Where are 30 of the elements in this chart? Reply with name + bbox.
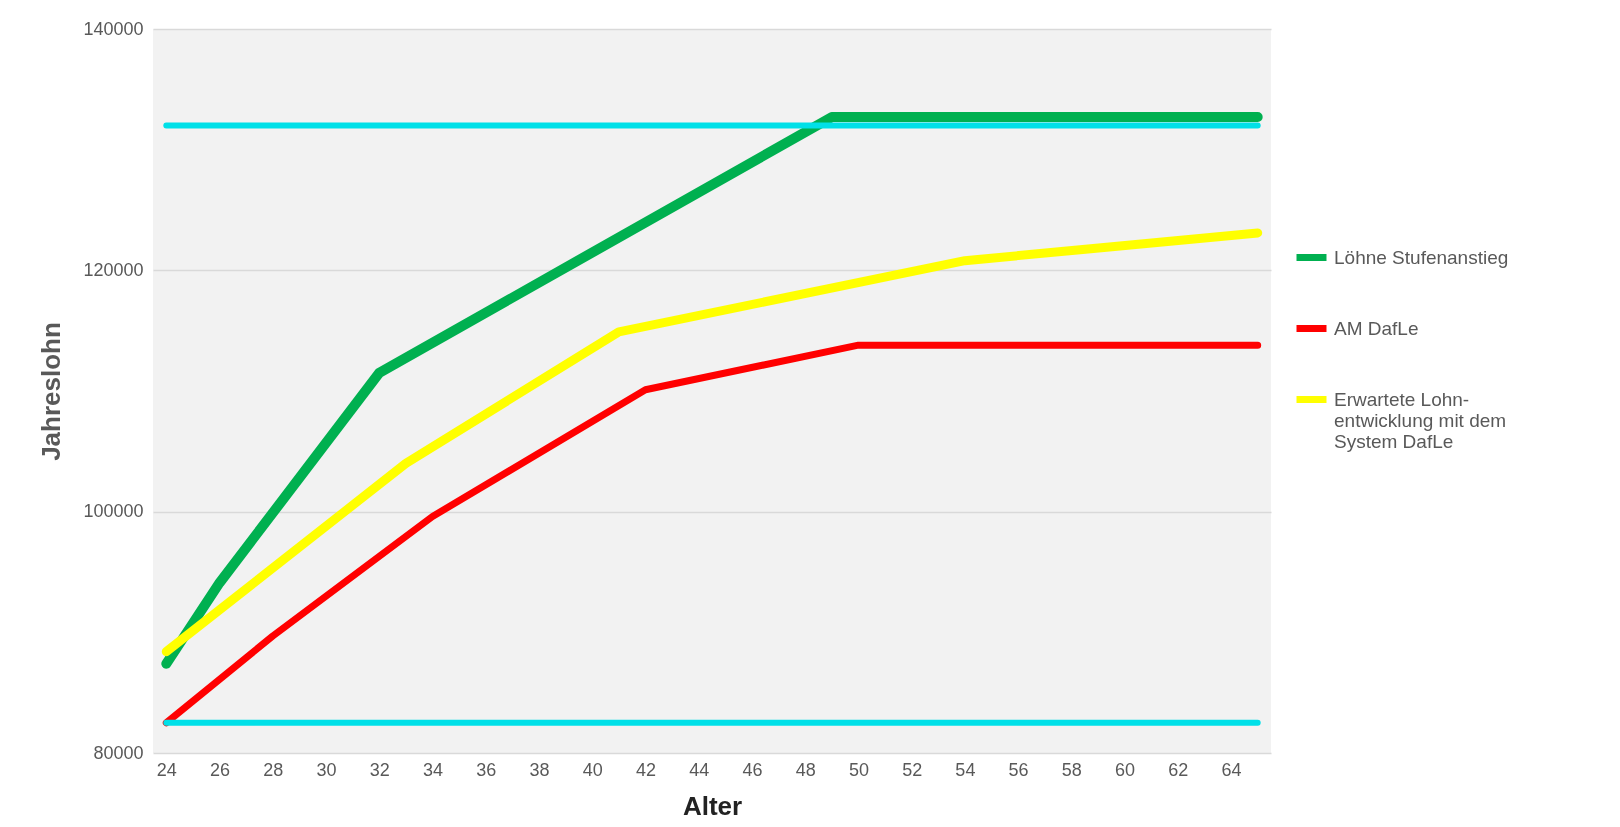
x-tick-label: 32 bbox=[369, 759, 390, 780]
x-tick-label: 48 bbox=[795, 759, 816, 780]
x-tick-label: 28 bbox=[263, 759, 284, 780]
x-tick-label: 54 bbox=[955, 759, 976, 780]
x-tick-label: 50 bbox=[848, 759, 869, 780]
x-tick-label: 42 bbox=[635, 759, 656, 780]
x-axis-title: Alter bbox=[682, 790, 743, 821]
x-tick-label: 30 bbox=[316, 759, 337, 780]
x-tick-label: 40 bbox=[582, 759, 603, 780]
legend-label: Erwartete Lohn-entwicklung mit dem System DafLe bbox=[1334, 388, 1507, 452]
y-tick-label: 140000 bbox=[83, 18, 144, 39]
y-tick-label: 120000 bbox=[83, 259, 144, 280]
legend-label: Löhne Stufenanstieg bbox=[1334, 246, 1509, 268]
x-tick-label: 44 bbox=[689, 759, 710, 780]
x-tick-label: 62 bbox=[1168, 759, 1189, 780]
x-tick-label: 60 bbox=[1115, 759, 1136, 780]
x-tick-label: 38 bbox=[529, 759, 550, 780]
y-tick-label: 100000 bbox=[83, 501, 144, 522]
x-tick-label: 46 bbox=[742, 759, 763, 780]
x-tick-label: 64 bbox=[1221, 759, 1242, 780]
x-tick-label: 36 bbox=[476, 759, 497, 780]
y-tick-label: 80000 bbox=[93, 742, 144, 763]
x-tick-label: 26 bbox=[210, 759, 231, 780]
x-tick-label: 56 bbox=[1008, 759, 1029, 780]
legend-label: AM DafLe bbox=[1334, 317, 1419, 339]
x-tick-label: 52 bbox=[902, 759, 923, 780]
x-tick-label: 58 bbox=[1061, 759, 1082, 780]
y-axis-title: Jahreslohn bbox=[36, 322, 67, 461]
x-tick-label: 34 bbox=[422, 759, 444, 780]
x-tick-label: 24 bbox=[156, 759, 177, 780]
